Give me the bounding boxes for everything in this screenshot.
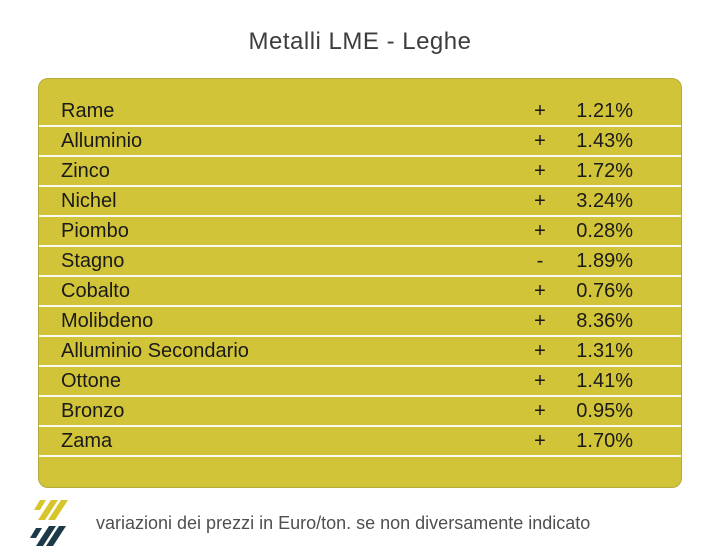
table-row: Zinco + 1.72% bbox=[39, 157, 681, 187]
change-sign: + bbox=[534, 429, 546, 452]
change-sign: + bbox=[534, 309, 546, 332]
metal-name: Molibdeno bbox=[61, 309, 154, 332]
metal-name: Ottone bbox=[61, 369, 122, 392]
metals-price-table: Rame + 1.21% Alluminio + 1.43% Zinco + 1… bbox=[38, 78, 682, 488]
change-sign: + bbox=[534, 99, 546, 122]
change-value: 1.70% bbox=[576, 429, 633, 452]
change-value: 0.28% bbox=[576, 219, 633, 242]
change-value: 1.31% bbox=[576, 339, 633, 362]
metal-name: Nichel bbox=[61, 189, 117, 212]
metal-name: Bronzo bbox=[61, 399, 125, 422]
change-sign: + bbox=[534, 399, 546, 422]
change-sign: + bbox=[534, 369, 546, 392]
page-title: Metalli LME - Leghe bbox=[248, 28, 472, 55]
metal-name: Rame bbox=[61, 99, 115, 122]
footer: variazioni dei prezzi in Euro/ton. se no… bbox=[30, 497, 590, 549]
metal-name: Piombo bbox=[61, 219, 129, 242]
change-sign: - bbox=[536, 249, 544, 272]
change-value: 1.89% bbox=[576, 249, 633, 272]
change-sign: + bbox=[534, 339, 546, 362]
metalweek-logo-icon bbox=[30, 497, 76, 549]
table-row: Ottone + 1.41% bbox=[39, 367, 681, 397]
table-row: Piombo + 0.28% bbox=[39, 217, 681, 247]
table-row: Alluminio Secondario + 1.31% bbox=[39, 337, 681, 367]
metal-name: Alluminio Secondario bbox=[61, 339, 249, 362]
change-value: 1.41% bbox=[576, 369, 633, 392]
footer-note: variazioni dei prezzi in Euro/ton. se no… bbox=[96, 512, 591, 533]
change-sign: + bbox=[534, 129, 546, 152]
change-sign: + bbox=[534, 189, 546, 212]
metal-name: Zinco bbox=[61, 159, 110, 182]
table-row: Zama + 1.70% bbox=[39, 427, 681, 457]
change-sign: + bbox=[534, 279, 546, 302]
table-row: Alluminio + 1.43% bbox=[39, 127, 681, 157]
table-row: Cobalto + 0.76% bbox=[39, 277, 681, 307]
metal-name: Alluminio bbox=[61, 129, 143, 152]
change-sign: + bbox=[534, 219, 546, 242]
table-row: Rame + 1.21% bbox=[39, 97, 681, 127]
change-value: 0.76% bbox=[576, 279, 633, 302]
change-value: 0.95% bbox=[576, 399, 633, 422]
table-row: Nichel + 3.24% bbox=[39, 187, 681, 217]
change-sign: + bbox=[534, 159, 546, 182]
change-value: 1.21% bbox=[576, 99, 633, 122]
metal-name: Zama bbox=[61, 429, 113, 452]
change-value: 3.24% bbox=[576, 189, 633, 212]
table-row: Molibdeno + 8.36% bbox=[39, 307, 681, 337]
change-value: 1.43% bbox=[576, 129, 633, 152]
change-value: 1.72% bbox=[576, 159, 633, 182]
metal-name: Stagno bbox=[61, 249, 125, 272]
table-row: Stagno - 1.89% bbox=[39, 247, 681, 277]
table-row: Bronzo + 0.95% bbox=[39, 397, 681, 427]
metal-name: Cobalto bbox=[61, 279, 130, 302]
change-value: 8.36% bbox=[576, 309, 633, 332]
